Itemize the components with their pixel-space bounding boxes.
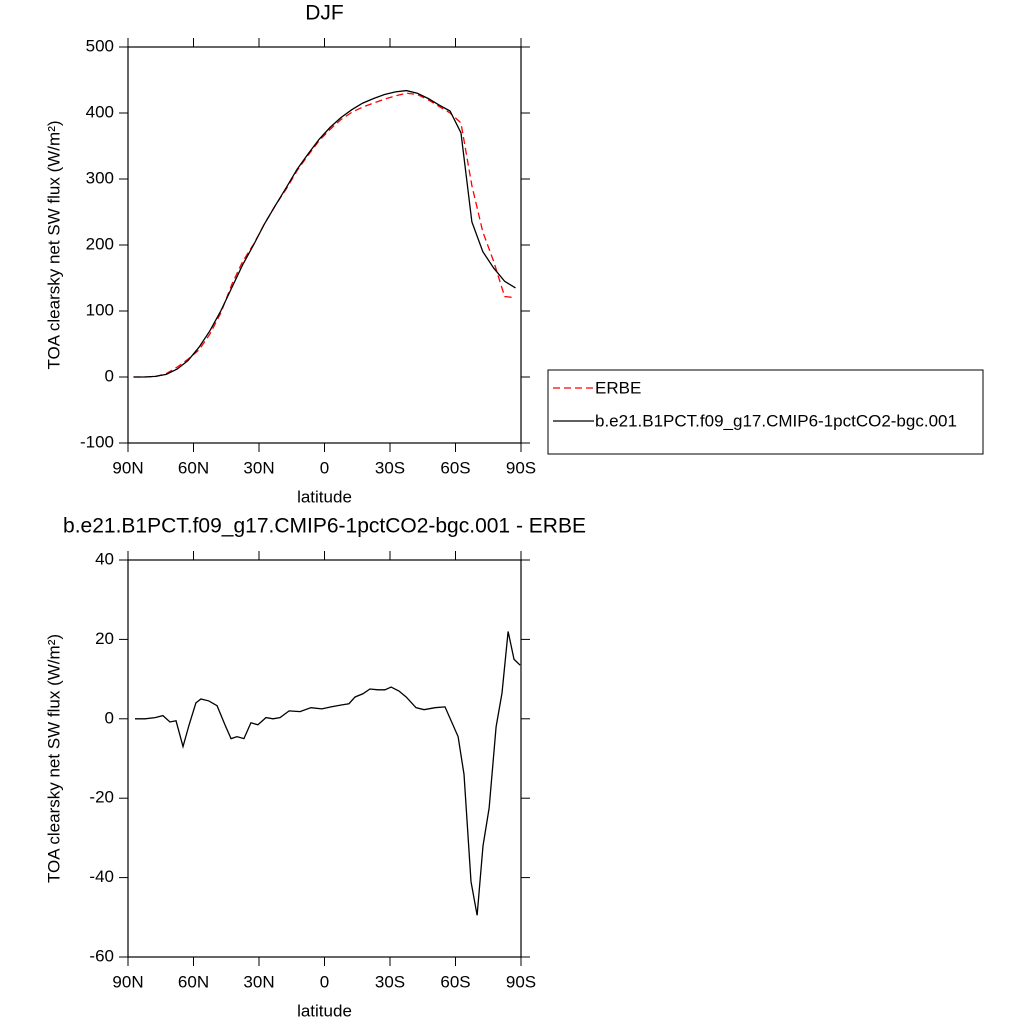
x-tick-label: 60S xyxy=(440,972,470,991)
y-axis-label: TOA clearsky net SW flux (W/m²) xyxy=(44,634,63,883)
y-tick-label: 400 xyxy=(86,102,114,121)
x-tick-label: 60N xyxy=(178,458,209,477)
x-tick-label: 30N xyxy=(243,972,274,991)
legend-label: ERBE xyxy=(595,378,641,397)
x-tick-label: 0 xyxy=(320,972,329,991)
x-axis-label: latitude xyxy=(297,487,352,506)
chart-title: b.e21.B1PCT.f09_g17.CMIP6-1pctCO2-bgc.00… xyxy=(63,515,586,538)
y-tick-label: 0 xyxy=(105,708,114,727)
data-line xyxy=(134,631,521,916)
y-tick-label: 500 xyxy=(86,36,114,55)
y-tick-label: 0 xyxy=(105,366,114,385)
x-tick-label: 60S xyxy=(440,458,470,477)
data-line xyxy=(133,92,516,378)
legend-box xyxy=(547,369,984,455)
legend-label: b.e21.B1PCT.f09_g17.CMIP6-1pctCO2-bgc.00… xyxy=(595,411,957,430)
plot-frame xyxy=(127,46,522,444)
x-tick-label: 90N xyxy=(112,458,143,477)
y-tick-label: -60 xyxy=(89,946,114,965)
x-tick-label: 90N xyxy=(112,972,143,991)
data-line xyxy=(133,89,516,378)
y-tick-label: 300 xyxy=(86,168,114,187)
y-tick-label: 100 xyxy=(86,300,114,319)
y-tick-label: 20 xyxy=(95,629,114,648)
x-tick-label: 0 xyxy=(320,458,329,477)
x-tick-label: 30N xyxy=(243,458,274,477)
x-tick-label: 90S xyxy=(506,458,536,477)
y-tick-label: 40 xyxy=(95,549,114,568)
chart-title: DJF xyxy=(305,2,344,25)
x-tick-label: 90S xyxy=(506,972,536,991)
y-tick-label: -100 xyxy=(80,432,114,451)
x-tick-label: 60N xyxy=(178,972,209,991)
x-tick-label: 30S xyxy=(375,458,405,477)
x-axis-label: latitude xyxy=(297,1001,352,1020)
y-tick-label: 200 xyxy=(86,234,114,253)
y-axis-label: TOA clearsky net SW flux (W/m²) xyxy=(44,120,63,369)
plot-frame xyxy=(127,559,522,958)
y-tick-label: -40 xyxy=(89,867,114,886)
x-tick-label: 30S xyxy=(375,972,405,991)
y-tick-label: -20 xyxy=(89,788,114,807)
